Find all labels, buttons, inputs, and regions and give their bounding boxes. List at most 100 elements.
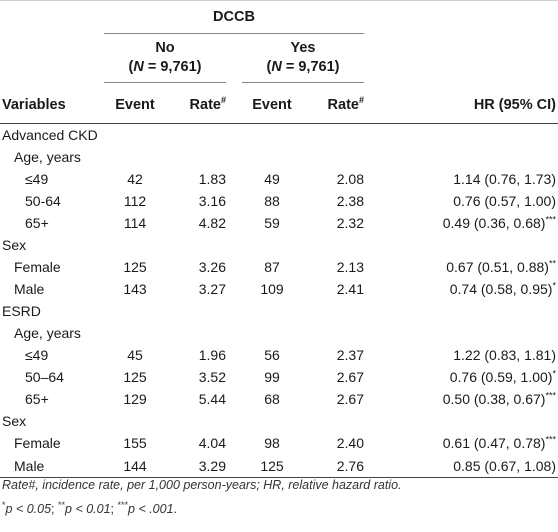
table-row: Age, years xyxy=(0,146,558,168)
rate-no xyxy=(166,234,226,256)
table-row: Female 125 3.26 87 2.13 0.67 (0.51, 0.88)** xyxy=(0,256,558,278)
rate-yes xyxy=(302,300,364,322)
event-yes: 59 xyxy=(264,215,280,231)
hr-ci: 0.74 (0.58, 0.95)* xyxy=(449,280,556,297)
rate-no xyxy=(166,124,226,147)
yes-group-header: Yes (N = 9,761) xyxy=(242,33,364,83)
rate-no: 3.27 xyxy=(198,281,226,297)
event-yes xyxy=(242,124,302,147)
event-no: 144 xyxy=(104,454,166,478)
row-label: 65+ xyxy=(25,391,49,407)
event-yes xyxy=(242,300,302,322)
yes-label: Yes xyxy=(290,40,316,56)
rate-yes xyxy=(302,146,364,168)
hr-ci: 0.85 (0.67, 1.08) xyxy=(364,454,558,478)
event-no xyxy=(104,234,166,256)
hr-ci: 0.67 (0.51, 0.88)** xyxy=(446,258,556,275)
significance-marker: *** xyxy=(545,434,556,445)
hr-ci xyxy=(364,300,558,322)
rate-yes xyxy=(302,234,364,256)
hr-ci: 1.22 (0.83, 1.81) xyxy=(453,347,556,363)
rate-no: 5.44 xyxy=(198,391,226,407)
hr-ci: 0.61 (0.47, 0.78)*** xyxy=(442,434,556,451)
rate-no: 3.29 xyxy=(166,454,226,478)
event-no xyxy=(104,300,166,322)
rate-yes: 2.13 xyxy=(336,259,364,275)
rate-yes: 2.67 xyxy=(336,391,364,407)
row-label: ESRD xyxy=(2,303,41,319)
event-no: 143 xyxy=(123,281,147,297)
hr-ci: 1.14 (0.76, 1.73) xyxy=(453,171,556,187)
no-group-header: No (N = 9,761) xyxy=(104,33,226,83)
table-row: Sex xyxy=(0,410,558,432)
event-yes: 87 xyxy=(264,259,280,275)
hr-ci: 0.49 (0.36, 0.68)*** xyxy=(442,214,556,231)
rate-yes: 2.67 xyxy=(336,369,364,385)
table-row: 65+ 129 5.44 68 2.67 0.50 (0.38, 0.67)*** xyxy=(0,388,558,410)
hr-ci xyxy=(364,410,558,432)
rate-no xyxy=(166,322,226,344)
row-label: 65+ xyxy=(25,215,49,231)
table-row: ≤49 42 1.83 49 2.08 1.14 (0.76, 1.73) xyxy=(0,168,558,190)
rate-yes xyxy=(302,410,364,432)
hr-ci: 0.76 (0.57, 1.00) xyxy=(453,193,556,209)
table-row: 50-64 112 3.16 88 2.38 0.76 (0.57, 1.00) xyxy=(0,190,558,212)
event-no: 114 xyxy=(123,215,147,231)
row-label: Sex xyxy=(2,413,27,429)
event-yes xyxy=(242,322,302,344)
row-label: Age, years xyxy=(14,325,81,341)
row-label: ≤49 xyxy=(25,171,49,187)
row-label: Female xyxy=(14,435,61,451)
table-row: Male 144 3.29 125 2.76 0.85 (0.67, 1.08) xyxy=(0,454,558,478)
hr-ci xyxy=(364,146,558,168)
event-no: 42 xyxy=(127,171,143,187)
table-row: 65+ 114 4.82 59 2.32 0.49 (0.36, 0.68)*** xyxy=(0,212,558,234)
table-row: 50–64 125 3.52 99 2.67 0.76 (0.59, 1.00)* xyxy=(0,366,558,388)
row-label: 50–64 xyxy=(25,369,64,385)
table-row: Female 155 4.04 98 2.40 0.61 (0.47, 0.78)*** xyxy=(0,432,558,454)
significance-marker: *** xyxy=(545,214,556,225)
rate-no: 3.26 xyxy=(198,259,226,275)
rate-yes: 2.38 xyxy=(336,193,364,209)
event-no xyxy=(104,410,166,432)
row-label: Advanced CKD xyxy=(2,127,98,143)
hr-ci xyxy=(364,322,558,344)
hr-ci: 0.76 (0.59, 1.00)* xyxy=(449,368,556,385)
row-label: Age, years xyxy=(14,149,81,165)
table-row: ESRD xyxy=(0,300,558,322)
table-top-rule xyxy=(0,0,558,1)
event-no: 125 xyxy=(123,259,147,275)
event-no xyxy=(104,124,166,147)
table-row: Sex xyxy=(0,234,558,256)
event-yes: 56 xyxy=(264,347,280,363)
rate-no xyxy=(166,146,226,168)
rate-no xyxy=(166,410,226,432)
rate-yes: 2.41 xyxy=(336,281,364,297)
event-yes xyxy=(242,410,302,432)
event-no: 45 xyxy=(127,347,143,363)
footnote-significance: *p < 0.05; **p < 0.01; ***p < .001. xyxy=(2,499,178,516)
table-body: Advanced CKD Age, years ≤49 42 1.83 49 2.08 1.1… xyxy=(0,124,558,478)
row-label: ≤49 xyxy=(25,347,49,363)
event-yes: 68 xyxy=(264,391,280,407)
significance-marker: *** xyxy=(545,390,556,401)
table-row: Age, years xyxy=(0,322,558,344)
yes-n: (N = 9,761) xyxy=(266,59,340,75)
event-yes xyxy=(242,234,302,256)
rate-no: 1.96 xyxy=(198,347,226,363)
event-no: 112 xyxy=(123,193,147,209)
hr-ci: 0.50 (0.38, 0.67)*** xyxy=(442,390,556,407)
event-yes: 88 xyxy=(264,193,280,209)
rate-no: 4.04 xyxy=(198,435,226,451)
no-n: (N = 9,761) xyxy=(128,59,202,75)
rate-yes: 2.08 xyxy=(336,171,364,187)
col-rate-no: Rate# xyxy=(189,95,226,113)
event-no xyxy=(104,322,166,344)
event-yes: 49 xyxy=(264,171,280,187)
col-variables: Variables xyxy=(2,96,66,113)
col-rate-yes: Rate# xyxy=(327,95,364,113)
event-no: 125 xyxy=(123,369,147,385)
row-label: Male xyxy=(14,281,45,297)
rate-no: 4.82 xyxy=(198,215,226,231)
header-row-group: DCCB xyxy=(0,1,558,34)
